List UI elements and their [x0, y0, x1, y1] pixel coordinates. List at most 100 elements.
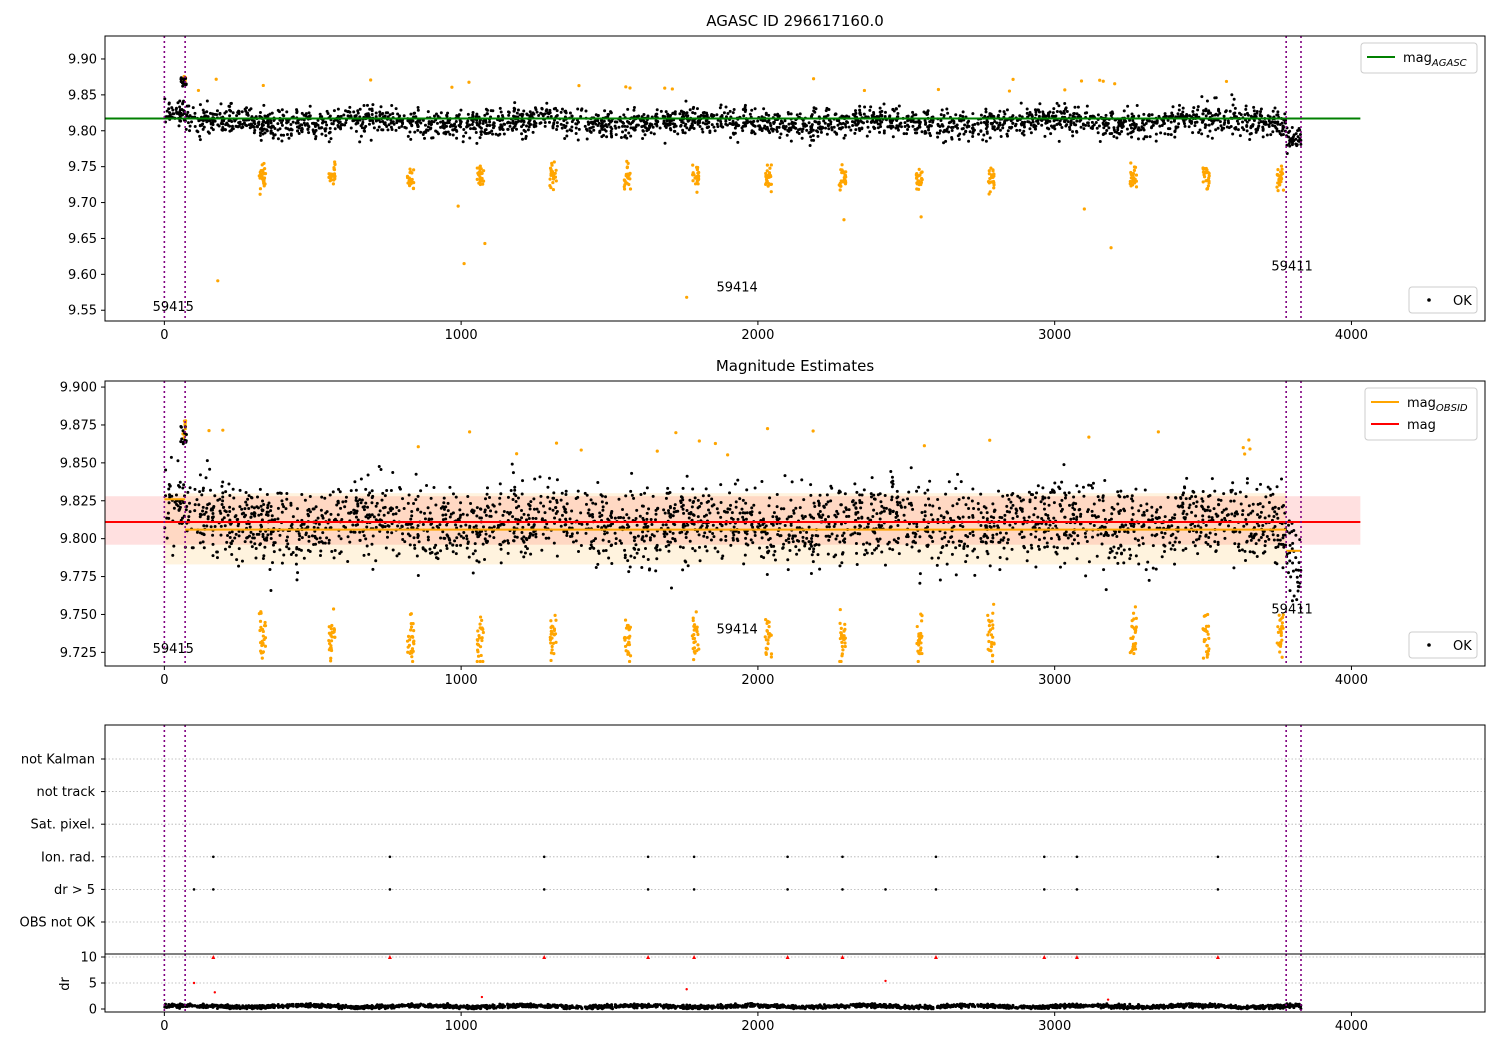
ok-point — [223, 524, 227, 528]
ok-point — [426, 506, 430, 510]
bad-point — [1241, 446, 1245, 450]
ok-point — [693, 111, 697, 115]
ok-point — [532, 112, 536, 116]
ok-point — [360, 498, 364, 502]
bad-point — [764, 646, 768, 650]
ok-point — [553, 516, 557, 520]
ok-point — [805, 124, 809, 128]
ok-point — [883, 110, 887, 114]
ok-point — [379, 105, 383, 109]
ok-point — [745, 511, 749, 515]
ok-point — [1230, 93, 1234, 97]
ok-point — [781, 121, 785, 125]
ok-point — [750, 522, 754, 526]
ok-point — [445, 114, 449, 118]
ok-point — [520, 530, 524, 534]
ok-point — [336, 501, 340, 505]
ok-point — [458, 516, 462, 520]
ok-point — [477, 560, 481, 564]
ok-point — [596, 525, 600, 529]
ok-point — [655, 543, 659, 547]
ok-point — [797, 131, 801, 135]
ok-point — [294, 562, 298, 566]
ok-point — [880, 120, 884, 124]
ok-point — [724, 115, 728, 119]
ok-point — [691, 487, 695, 491]
ok-point — [488, 496, 492, 500]
ok-point — [262, 103, 266, 107]
ok-point — [586, 511, 590, 515]
ok-point — [398, 487, 402, 491]
ok-point — [308, 510, 312, 514]
bad-point — [327, 631, 331, 635]
ok-point — [253, 128, 257, 132]
ok-point — [324, 134, 328, 138]
ok-point — [1239, 113, 1243, 117]
ok-point — [265, 538, 269, 542]
ok-point — [752, 119, 756, 123]
ok-point — [445, 523, 449, 527]
ok-point — [1229, 124, 1233, 128]
ok-point — [522, 512, 526, 516]
ok-point — [491, 109, 495, 113]
ok-point — [377, 465, 381, 469]
ok-point — [1181, 106, 1185, 110]
ok-point — [860, 126, 864, 130]
bad-point — [412, 168, 416, 172]
ok-point — [600, 494, 604, 498]
bad-point — [1156, 430, 1160, 434]
ok-point — [537, 113, 541, 117]
ok-point — [252, 506, 256, 510]
ok-point — [981, 138, 985, 142]
ok-point — [280, 123, 284, 127]
bad-point — [670, 87, 674, 91]
ok-point — [594, 537, 598, 541]
ok-point — [273, 541, 277, 545]
ok-point — [534, 124, 538, 128]
ok-point — [249, 515, 253, 519]
ok-point — [732, 525, 736, 529]
ok-point — [1245, 124, 1249, 128]
ok-point — [776, 532, 780, 536]
ok-point — [201, 127, 205, 131]
ok-point — [471, 114, 475, 118]
ok-point — [526, 513, 530, 517]
ok-point — [816, 553, 820, 557]
ok-point — [736, 478, 740, 482]
ok-point — [1235, 115, 1239, 119]
bad-point — [1205, 644, 1209, 648]
bad-point — [626, 173, 630, 178]
ok-point — [285, 491, 289, 495]
ok-point — [834, 112, 838, 116]
ok-point — [783, 127, 787, 131]
ok-point — [863, 105, 867, 109]
ok-point — [560, 107, 564, 111]
ok-point — [182, 99, 186, 103]
bad-point — [214, 77, 218, 81]
ok-point — [1034, 110, 1038, 114]
ok-point — [692, 500, 696, 504]
ok-point — [346, 535, 350, 539]
ok-point — [1218, 120, 1222, 124]
ok-point — [690, 123, 694, 127]
bad-point — [765, 176, 769, 180]
ok-point — [215, 550, 219, 554]
bad-point — [1131, 611, 1136, 615]
ok-point — [517, 504, 521, 508]
ok-point — [1010, 125, 1014, 129]
ok-point — [940, 108, 944, 112]
bad-point — [550, 636, 554, 640]
ok-point — [967, 119, 971, 123]
ok-point — [1027, 113, 1031, 117]
ok-point — [604, 526, 608, 530]
ok-point — [888, 114, 892, 118]
ok-point — [280, 510, 284, 514]
bad-point — [695, 630, 699, 634]
ok-point — [529, 552, 533, 556]
ok-point — [314, 135, 318, 139]
ok-point — [277, 110, 281, 114]
ok-point — [853, 121, 857, 125]
ok-point — [459, 524, 463, 528]
ok-point — [413, 546, 417, 550]
ok-point — [397, 509, 401, 513]
